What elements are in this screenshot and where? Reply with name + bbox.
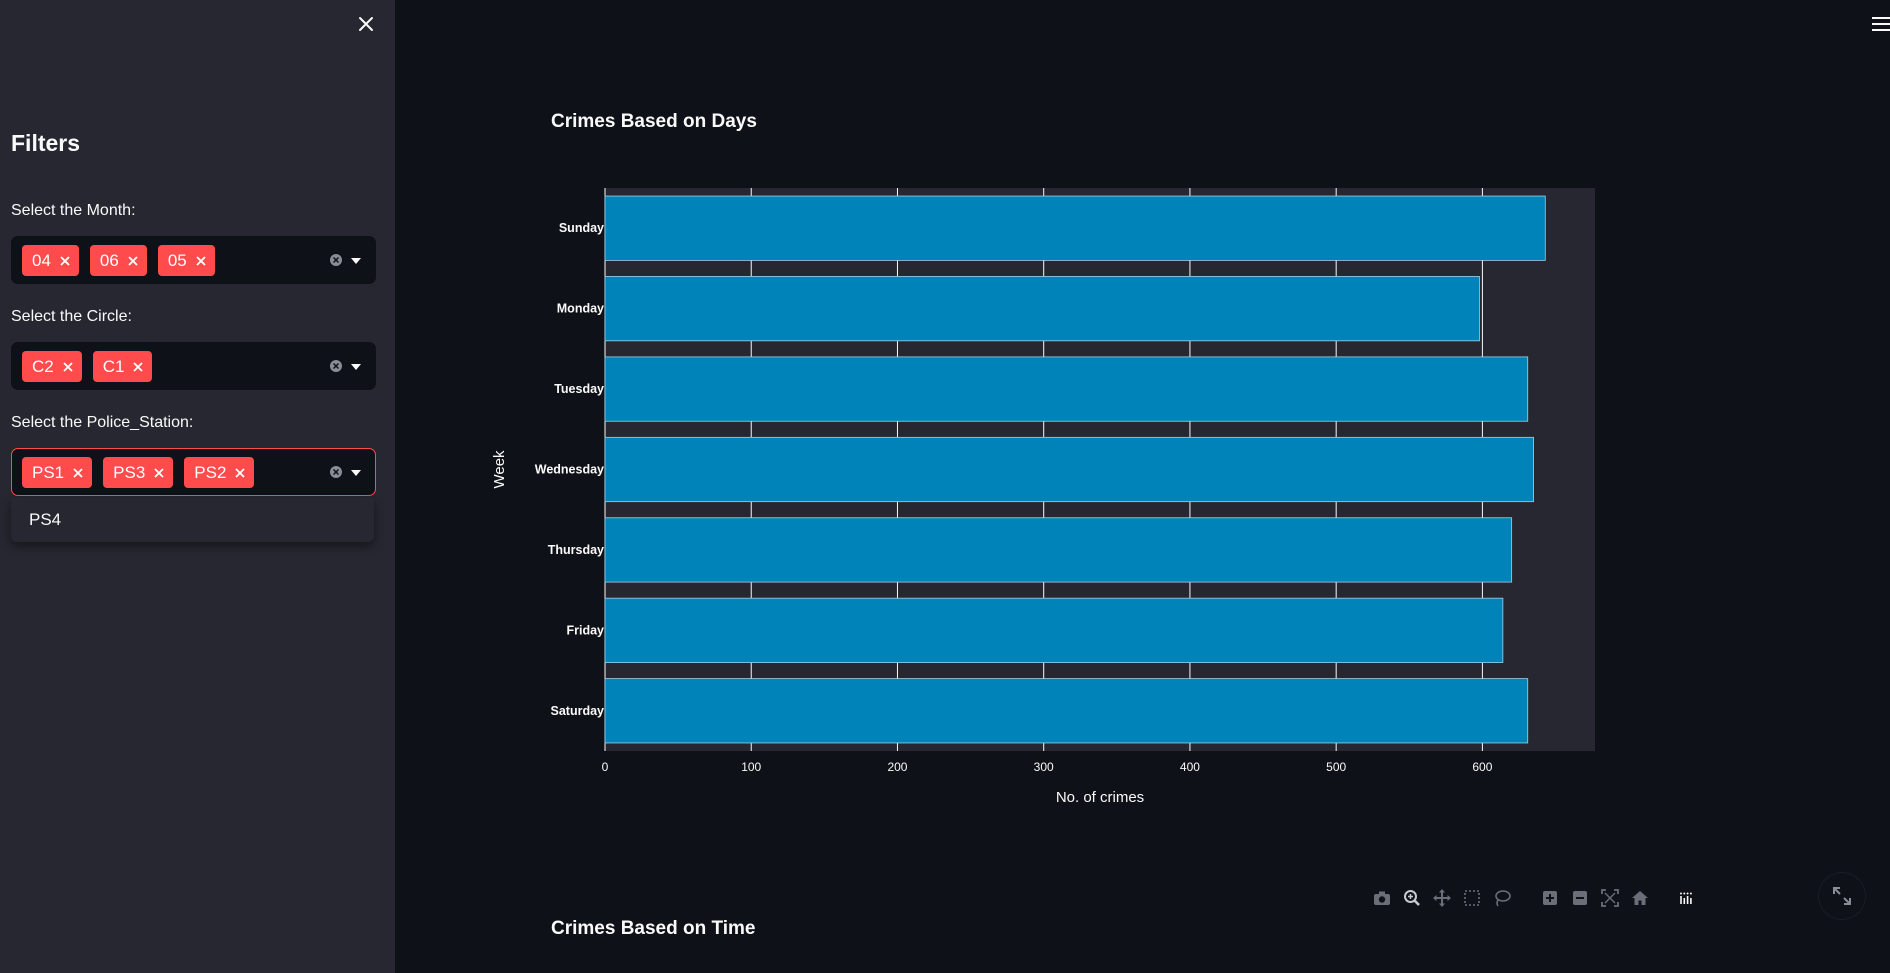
lasso-select-icon[interactable] [1492, 888, 1512, 908]
chevron-down-icon[interactable] [351, 470, 361, 476]
pan-icon[interactable] [1432, 888, 1452, 908]
tag-label: C1 [102, 356, 125, 376]
police-station-tag: PS3 [103, 457, 174, 488]
month-tag: 06 [89, 245, 147, 276]
hamburger-menu-icon[interactable] [1872, 16, 1890, 32]
y-tick-label: Sunday [559, 221, 604, 235]
chevron-down-icon[interactable] [351, 258, 361, 264]
remove-tag-button[interactable] [195, 255, 207, 267]
zoom-in-icon[interactable] [1540, 888, 1560, 908]
bar-wednesday [604, 436, 1534, 503]
chart-modebar [1372, 884, 1696, 912]
police-station-label: Select the Police_Station: [11, 414, 194, 431]
y-tick-label: Saturday [551, 704, 605, 718]
zoom-icon[interactable] [1402, 888, 1422, 908]
y-tick-label: Monday [557, 302, 604, 316]
x-tick-label: 400 [1180, 760, 1200, 774]
close-icon [133, 361, 144, 372]
circle-tag: C2 [22, 351, 82, 382]
clear-all-icon[interactable] [329, 253, 343, 267]
month-tag: 04 [22, 245, 79, 276]
police-station-multiselect[interactable]: PS1 PS3 PS2 [11, 448, 376, 496]
tag-label: PS3 [113, 462, 146, 482]
tag-label: PS1 [32, 462, 65, 482]
bar-thursday [604, 517, 1513, 583]
x-tick-label: 200 [887, 760, 907, 774]
reset-axes-icon[interactable] [1630, 888, 1650, 908]
box-select-icon[interactable] [1462, 888, 1482, 908]
sidebar-title: Filters [11, 130, 81, 156]
circle-multiselect[interactable]: C2 C1 [11, 342, 376, 390]
close-icon [60, 255, 70, 266]
zoom-out-icon[interactable] [1570, 888, 1590, 908]
circle-label: Select the Circle: [11, 308, 132, 325]
month-tag: 05 [157, 245, 215, 276]
remove-tag-button[interactable] [153, 467, 165, 479]
close-icon [235, 467, 246, 478]
autoscale-icon[interactable] [1600, 888, 1620, 908]
camera-icon[interactable] [1372, 888, 1392, 908]
clear-all-icon[interactable] [329, 465, 343, 479]
x-tick-label: 100 [741, 760, 761, 774]
tag-label: 05 [167, 250, 187, 270]
police-station-tag: PS2 [184, 457, 255, 488]
circle-tag: C1 [92, 351, 153, 382]
remove-tag-button[interactable] [234, 467, 246, 479]
chevron-down-icon[interactable] [351, 364, 361, 370]
close-icon [128, 255, 138, 266]
tag-label: PS2 [194, 462, 227, 482]
fullscreen-button[interactable] [1819, 873, 1865, 919]
remove-tag-button[interactable] [59, 255, 71, 267]
x-tick-label: 600 [1472, 760, 1492, 774]
month-multiselect[interactable]: 04 06 05 [11, 236, 376, 284]
close-icon [196, 255, 206, 266]
police-station-tag: PS1 [22, 457, 93, 488]
plotly-logo-icon[interactable] [1676, 888, 1696, 908]
fullscreen-icon [1833, 887, 1851, 905]
close-icon [63, 361, 73, 372]
close-sidebar-button[interactable] [352, 10, 380, 38]
close-icon [154, 467, 164, 478]
x-tick-label: 500 [1326, 760, 1346, 774]
bar-friday [604, 597, 1504, 663]
crimes-by-day-chart: 0 100 200 300 400 500 600 Sunday Monday Tuesday We… [491, 188, 1595, 806]
y-axis-label: Week [491, 450, 508, 489]
bar-tuesday [604, 356, 1529, 422]
bar-saturday [604, 678, 1529, 744]
sidebar: Filters Select the Month: 04 06 05 Selec… [0, 0, 395, 973]
bar-monday [604, 276, 1480, 342]
chart-title-days: Crimes Based on Days [551, 111, 757, 132]
remove-tag-button[interactable] [62, 361, 74, 373]
y-tick-label: Friday [566, 623, 604, 637]
dropdown-option[interactable]: PS4 [29, 510, 62, 529]
tag-label: C2 [32, 356, 54, 376]
month-label: Select the Month: [11, 202, 136, 219]
close-icon [359, 17, 373, 31]
tag-label: 06 [99, 250, 119, 270]
bar-sunday [604, 195, 1546, 261]
chart-title-time: Crimes Based on Time [551, 918, 756, 939]
x-tick-label: 300 [1034, 760, 1054, 774]
police-station-dropdown-menu: PS4 [11, 498, 374, 542]
y-tick-label: Thursday [548, 543, 604, 557]
x-tick-label: 0 [602, 760, 609, 774]
y-tick-label: Wednesday [535, 463, 604, 477]
remove-tag-button[interactable] [72, 467, 84, 479]
clear-all-icon[interactable] [329, 359, 343, 373]
y-tick-label: Tuesday [554, 382, 604, 396]
close-icon [73, 467, 83, 478]
x-axis-label: No. of crimes [1056, 789, 1144, 806]
remove-tag-button[interactable] [127, 255, 139, 267]
remove-tag-button[interactable] [132, 361, 144, 373]
tag-label: 04 [32, 250, 51, 270]
